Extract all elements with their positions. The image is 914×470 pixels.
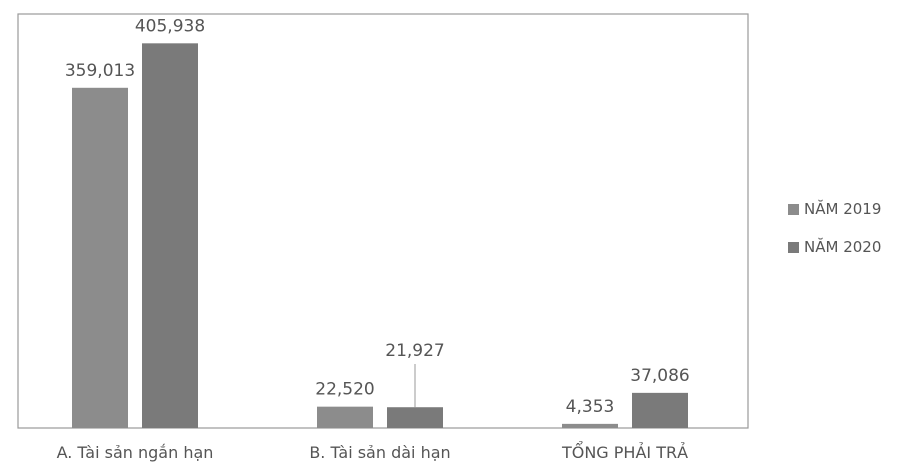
value-label-nam-2019-b-tai-san-dai-han: 22,520 (315, 380, 374, 400)
value-label-nam-2020-a-tai-san-ngan-han: 405,938 (135, 16, 205, 36)
legend-label-nam-2019: NĂM 2019 (804, 199, 881, 218)
value-label-nam-2019-a-tai-san-ngan-han: 359,013 (65, 61, 135, 81)
value-label-nam-2020-tong-phai-tra: 37,086 (630, 366, 689, 386)
bars-layer (72, 43, 688, 429)
legend: NĂM 2019 NĂM 2020 (788, 199, 881, 256)
plot-area-frame (17, 13, 749, 429)
bar-nam-2019-tong-phai-tra (562, 423, 618, 428)
legend-label-nam-2020: NĂM 2020 (804, 237, 881, 256)
value-label-nam-2020-b-tai-san-dai-han: 21,927 (385, 341, 444, 361)
bar-nam-2019-a-tai-san-ngan-han (72, 87, 128, 428)
category-label-b-tai-san-dai-han: B. Tài sản dài hạn (309, 443, 450, 462)
bar-nam-2020-tong-phai-tra (632, 392, 688, 428)
value-label-nam-2019-tong-phai-tra: 4,353 (566, 397, 615, 417)
bar-nam-2020-a-tai-san-ngan-han (142, 43, 198, 429)
value-labels-layer: 359,013 22,520 4,353 405,938 21,927 37,086 (65, 16, 690, 417)
category-labels-layer: A. Tài sản ngắn hạn B. Tài sản dài hạn TỔN… (57, 441, 689, 462)
legend-swatch-nam-2019 (788, 204, 799, 215)
legend-swatch-nam-2020 (788, 242, 799, 253)
category-label-tong-phai-tra: TỔNG PHẢI TRẢ (561, 441, 688, 462)
bar-nam-2019-b-tai-san-dai-han (317, 406, 373, 428)
bar-nam-2020-b-tai-san-dai-han (387, 407, 443, 428)
category-label-a-tai-san-ngan-han: A. Tài sản ngắn hạn (57, 443, 214, 462)
